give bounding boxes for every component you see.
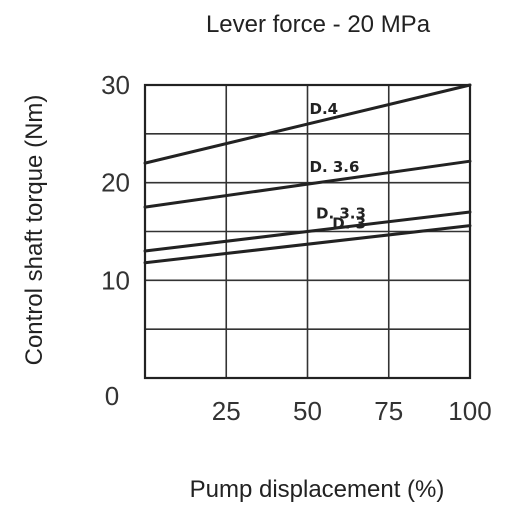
x-axis-label: Pump displacement (%): [190, 476, 445, 503]
tick-labels: 10 20 30 0 25 50 75 100: [101, 70, 492, 426]
plot-frame: [143, 83, 472, 380]
curve-label: D.4: [310, 100, 339, 118]
curve-label: D. 3.3: [316, 205, 366, 223]
series-line-1: [143, 83, 472, 165]
x-tick-label: 75: [374, 396, 403, 426]
y-axis-label: Control shaft torque (Nm): [21, 95, 48, 366]
y-tick-label: 30: [101, 70, 130, 100]
series-line-3: [143, 210, 472, 253]
series-line-4: [143, 224, 472, 265]
x-tick-label: 50: [293, 396, 322, 426]
series-group: [143, 83, 472, 265]
series-line-2: [143, 159, 472, 209]
curve-label: D. 3.6: [310, 158, 360, 176]
curve-label: D. 3: [332, 215, 366, 233]
x-tick-label: 25: [212, 396, 241, 426]
y-tick-label: 10: [101, 265, 130, 295]
y-tick-label: 20: [101, 168, 130, 198]
curve-labels: D.4 D. 3.6 D. 3.3D. 3: [310, 100, 367, 233]
x-tick-label: 0: [105, 381, 119, 411]
chart-title: Lever force - 20 MPa: [206, 11, 431, 38]
x-tick-label: 100: [448, 396, 491, 426]
